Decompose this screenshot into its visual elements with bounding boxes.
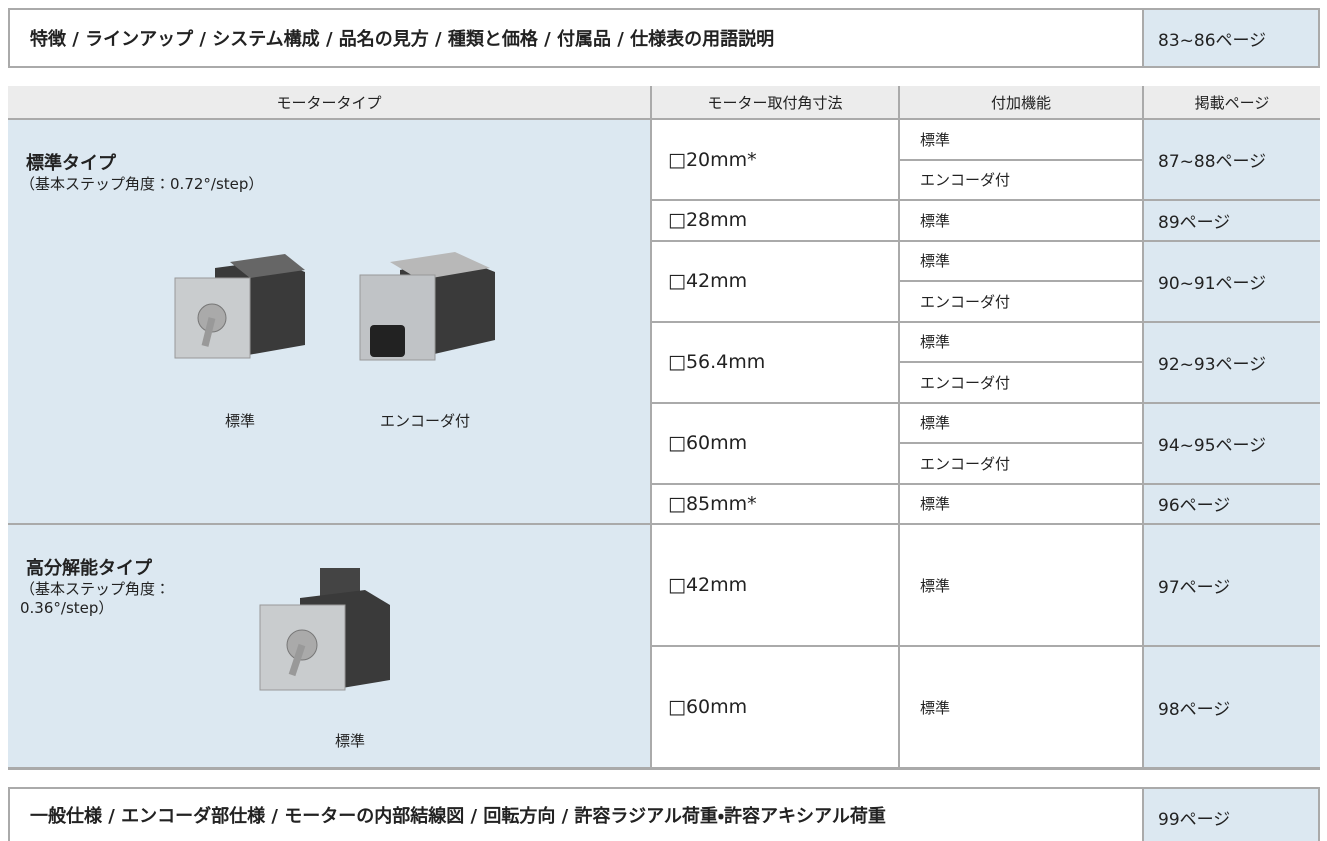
column-header: モーター取付角寸法 xyxy=(650,86,898,120)
motor-type-note: （基本ステップ角度： xyxy=(20,580,171,598)
size-cell: □60mm xyxy=(650,647,898,769)
header-pages: 83~86ページ xyxy=(1142,10,1318,66)
motor-type-cell xyxy=(8,120,650,525)
image-label: 標準 xyxy=(224,411,255,430)
function-cell: 標準 xyxy=(898,120,1142,161)
footer-pages: 99ページ xyxy=(1142,789,1318,841)
function-cell: 標準 xyxy=(898,647,1142,769)
header-bar xyxy=(8,8,1320,68)
function-cell: 標準 xyxy=(898,201,1142,242)
function-cell: エンコーダ付 xyxy=(898,444,1142,485)
footer-title: 一般仕様 / エンコーダ部仕様 / モーターの内部結線図 / 回転方向 / 許容… xyxy=(30,806,886,827)
function-cell: 標準 xyxy=(898,241,1142,282)
column-header: 付加機能 xyxy=(898,86,1142,120)
column-header: モータータイプ xyxy=(8,86,650,120)
pages-cell: 92~93ページ xyxy=(1142,322,1320,404)
footer-bar xyxy=(8,787,1320,841)
size-cell: □28mm xyxy=(650,201,898,242)
header-title: 特徴 / ラインアップ / システム構成 / 品名の見方 / 種類と価格 / 付… xyxy=(30,29,775,50)
function-cell: エンコーダ付 xyxy=(898,282,1142,323)
size-cell: □85mm* xyxy=(650,484,898,525)
pages-cell: 96ページ xyxy=(1142,484,1320,525)
pages-cell: 89ページ xyxy=(1142,201,1320,242)
column-header: 掲載ページ xyxy=(1142,86,1320,120)
size-cell: □60mm xyxy=(650,403,898,485)
motor-type-note: 0.36°/step） xyxy=(20,599,114,617)
pages-cell: 98ページ xyxy=(1142,647,1320,769)
size-cell: □20mm* xyxy=(650,120,898,201)
pages-cell: 87~88ページ xyxy=(1142,120,1320,201)
motor-type-name: 標準タイプ xyxy=(26,153,116,174)
image-label: エンコーダ付 xyxy=(379,411,470,430)
motor-type-name: 高分解能タイプ xyxy=(26,558,152,579)
function-cell: エンコーダ付 xyxy=(898,363,1142,404)
function-cell: 標準 xyxy=(898,484,1142,525)
pages-cell: 90~91ページ xyxy=(1142,241,1320,323)
pages-cell: 97ページ xyxy=(1142,525,1320,647)
pages-cell: 94~95ページ xyxy=(1142,403,1320,485)
image-label: 標準 xyxy=(334,731,365,750)
size-cell: □42mm xyxy=(650,241,898,323)
motor-type-note: （基本ステップ角度：0.72°/step） xyxy=(20,175,264,193)
function-cell: エンコーダ付 xyxy=(898,160,1142,201)
function-cell: 標準 xyxy=(898,403,1142,444)
function-cell: 標準 xyxy=(898,322,1142,363)
size-cell: □42mm xyxy=(650,525,898,647)
size-cell: □56.4mm xyxy=(650,322,898,404)
function-cell: 標準 xyxy=(898,525,1142,647)
